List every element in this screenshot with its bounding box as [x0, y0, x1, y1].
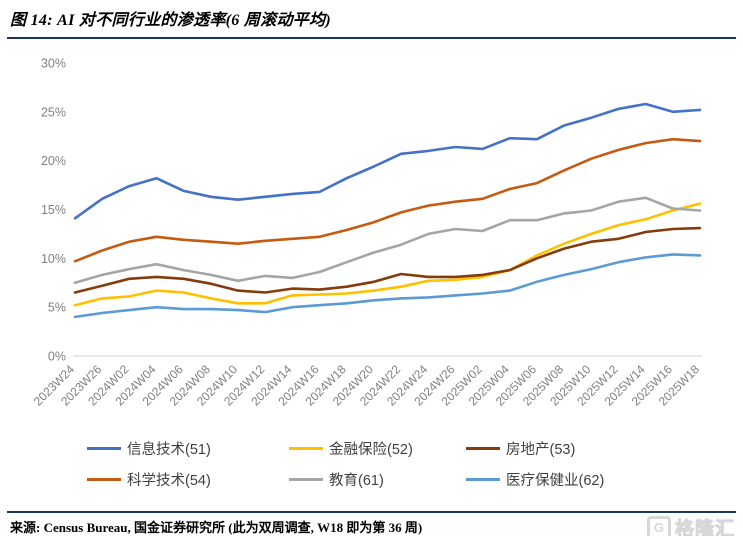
footer-divider [7, 511, 736, 513]
y-axis-tick-label: 10% [41, 252, 66, 266]
gelonghui-watermark-logo: G 格隆汇 [646, 514, 735, 536]
y-axis-tick-label: 20% [41, 154, 66, 168]
watermark-g-icon: G [646, 515, 671, 536]
series-line-金融保险(52) [73, 202, 702, 307]
series-line-教育(61) [73, 196, 702, 285]
legend-item-教育(61): 教育(61) [289, 469, 454, 490]
y-axis-tick-label: 0% [48, 350, 66, 364]
series-line-医疗保健业(62) [73, 253, 702, 319]
legend-label: 教育(61) [329, 473, 384, 489]
legend-item-房地产(53): 房地产(53) [466, 438, 656, 459]
y-axis-tick-label: 15% [41, 203, 66, 217]
legend-swatch-icon [466, 478, 500, 481]
y-axis-tick-label: 25% [41, 105, 66, 119]
legend-swatch-icon [87, 478, 121, 481]
chart-legend: 信息技术(51) 金融保险(52) 房地产(53) 科学技术(54) 教育(61) 医疗保… [0, 438, 743, 490]
y-axis-tick-label: 30% [41, 57, 66, 71]
legend-label: 医疗保健业(62) [506, 473, 605, 489]
legend-item-医疗保健业(62): 医疗保健业(62) [466, 469, 656, 490]
source-note: 来源: Census Bureau, 国金证券研究所 (此为双周调查, W18 … [10, 520, 423, 535]
legend-label: 科学技术(54) [127, 473, 211, 489]
series-line-房地产(53) [73, 226, 702, 294]
legend-swatch-icon [466, 447, 500, 450]
legend-swatch-icon [289, 478, 323, 481]
title-divider [7, 37, 736, 39]
legend-item-信息技术(51): 信息技术(51) [87, 438, 277, 459]
legend-item-金融保险(52): 金融保险(52) [289, 438, 454, 459]
y-axis-tick-label: 5% [48, 301, 66, 315]
legend-swatch-icon [87, 447, 121, 450]
line-chart: 0% 5% 10% 15% 20% 25% 30% 2023W24 2023W26 2024W02… [0, 45, 743, 425]
series-line-科学技术(54) [73, 137, 702, 263]
legend-label: 信息技术(51) [127, 442, 211, 458]
legend-label: 房地产(53) [506, 442, 576, 458]
series-line-信息技术(51) [73, 102, 702, 220]
watermark-text: 格隆汇 [674, 519, 735, 536]
legend-swatch-icon [289, 447, 323, 450]
legend-label: 金融保险(52) [329, 442, 413, 458]
chart-canvas: 0%5%10%15%20%25%30%2023W242023W262024W02… [31, 57, 702, 409]
figure-title: 图 14: AI 对不同行业的渗透率(6 周滚动平均) [10, 12, 331, 29]
legend-item-科学技术(54): 科学技术(54) [87, 469, 277, 490]
